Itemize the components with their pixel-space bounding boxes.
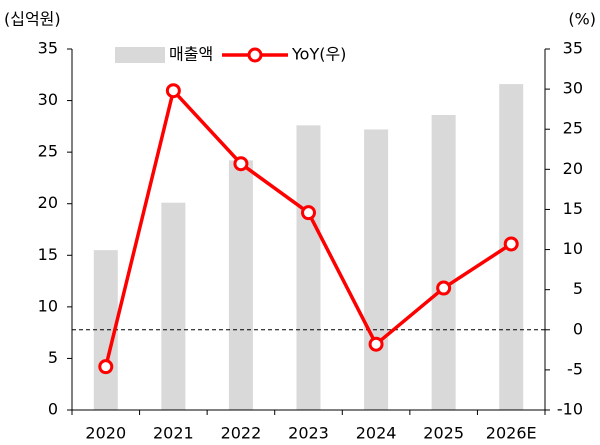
line-marker: [436, 280, 452, 296]
y2-tick-label: 25: [563, 119, 583, 138]
bar: [364, 129, 389, 411]
x-tick-label: 2022: [221, 424, 262, 443]
line-marker: [233, 156, 249, 172]
x-tick-label: 2021: [153, 424, 194, 443]
x-tick-label: 2023: [288, 424, 329, 443]
x-tick-label: 2026E: [486, 424, 537, 443]
x-tick-label: 2025: [423, 424, 464, 443]
y2-tick-label: -5: [567, 359, 583, 378]
y2-tick-label: -10: [557, 400, 583, 419]
y-tick-label: 25: [38, 142, 58, 161]
y2-tick-label: 35: [563, 39, 583, 58]
y2-tick-label: 20: [563, 159, 583, 178]
y2-tick-label: 10: [563, 239, 583, 258]
y2-tick-label: 5: [573, 279, 583, 298]
y-axis-label: (십억원): [4, 10, 61, 29]
line-marker: [503, 236, 519, 252]
legend-label: YoY(우): [291, 45, 346, 64]
line-marker: [301, 205, 316, 221]
legend-marker: [247, 47, 263, 63]
y-tick-label: 15: [38, 245, 58, 264]
y2-tick-label: 0: [573, 319, 583, 338]
y-tick-label: 0: [48, 400, 58, 419]
bar: [161, 202, 186, 410]
y-tick-label: 30: [38, 90, 58, 109]
bar: [228, 160, 253, 410]
y-tick-label: 5: [48, 348, 58, 367]
y2-tick-label: 15: [563, 199, 583, 218]
y-tick-label: 10: [38, 296, 58, 315]
line-marker: [165, 83, 181, 99]
legend-swatch: [115, 47, 165, 63]
y-tick-label: 35: [38, 39, 58, 58]
y2-axis-label: (%): [568, 10, 596, 29]
y-tick-label: 20: [38, 193, 58, 212]
line-marker: [98, 359, 114, 375]
line-marker: [368, 336, 384, 352]
legend-label: 매출액: [169, 45, 213, 64]
x-tick-label: 2024: [356, 424, 397, 443]
bar: [296, 125, 321, 410]
bar: [431, 115, 456, 411]
y2-tick-label: 30: [563, 79, 583, 98]
x-tick-label: 2020: [85, 424, 126, 443]
